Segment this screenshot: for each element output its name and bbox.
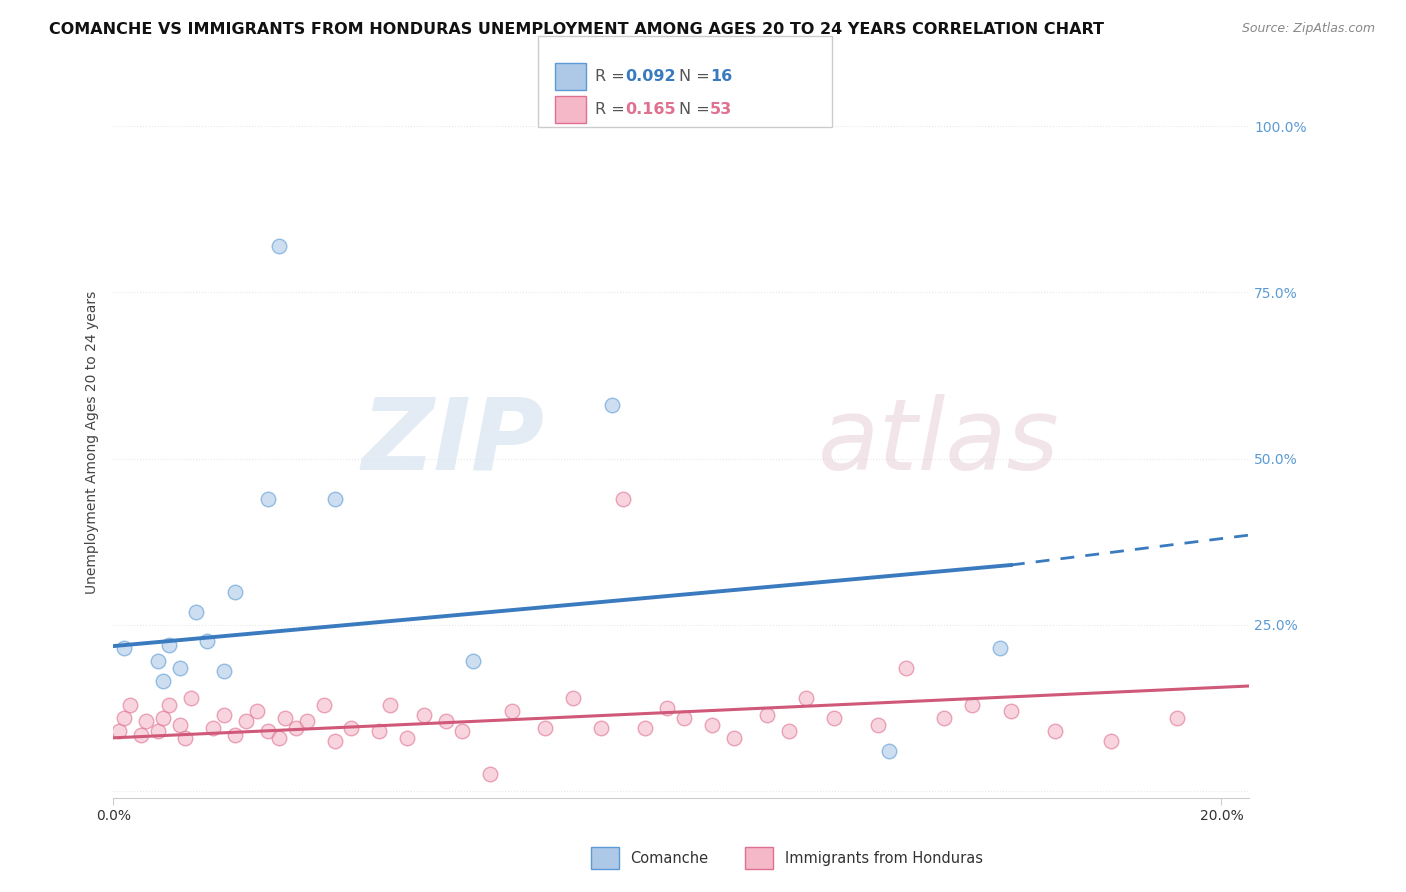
Point [180,690,202,705]
Point [534,721,557,735]
Point [634,721,657,735]
Text: Immigrants from Honduras: Immigrants from Honduras [785,851,983,865]
Point [1166,711,1188,725]
Point [463,654,485,668]
Point [340,721,363,735]
Point [274,711,297,725]
Point [269,239,291,253]
Point [146,724,169,739]
Point [589,721,612,735]
Point [212,707,235,722]
Point [479,767,502,781]
Point [146,654,169,668]
Y-axis label: Unemployment Among Ages 20 to 24 years: Unemployment Among Ages 20 to 24 years [86,291,100,594]
Point [201,721,224,735]
Point [212,665,235,679]
Point [778,724,800,739]
Point [823,711,845,725]
Point [169,717,191,731]
Point [395,731,418,745]
Point [135,714,157,729]
Point [235,714,257,729]
Text: N =: N = [679,102,716,117]
Point [157,698,180,712]
Point [756,707,779,722]
Point [380,698,402,712]
Point [562,690,585,705]
Point [295,714,318,729]
Point [224,727,246,741]
Point [112,711,135,725]
Point [600,399,623,413]
Point [1000,704,1022,718]
Text: ZIP: ZIP [361,393,546,491]
Point [323,734,346,748]
Text: Comanche: Comanche [630,851,709,865]
Text: R =: R = [595,102,630,117]
Point [434,714,457,729]
Point [152,674,174,689]
Point [501,704,523,718]
Point [257,724,280,739]
Point [451,724,474,739]
Point [657,701,679,715]
Point [169,661,191,675]
Point [794,690,817,705]
Text: 0.165: 0.165 [626,102,676,117]
Point [934,711,956,725]
Point [224,584,246,599]
Point [877,744,900,758]
Point [269,731,291,745]
Text: 53: 53 [710,102,733,117]
Point [107,724,129,739]
Point [285,721,308,735]
Point [323,491,346,506]
Point [152,711,174,725]
Text: R =: R = [595,70,630,85]
Point [723,731,745,745]
Text: atlas: atlas [817,393,1059,491]
Point [866,717,889,731]
Point [1099,734,1122,748]
Point [312,698,335,712]
Point [257,491,280,506]
Text: 16: 16 [710,70,733,85]
Point [988,641,1011,656]
Point [174,731,197,745]
Point [1045,724,1067,739]
Text: Source: ZipAtlas.com: Source: ZipAtlas.com [1241,22,1375,36]
Point [186,605,208,619]
Point [112,641,135,656]
Point [672,711,695,725]
Point [412,707,434,722]
Point [246,704,269,718]
Text: N =: N = [679,70,716,85]
Point [612,491,634,506]
Point [700,717,723,731]
Point [197,634,219,648]
Point [129,727,152,741]
Point [368,724,391,739]
Point [118,698,141,712]
Point [894,661,917,675]
Text: COMANCHE VS IMMIGRANTS FROM HONDURAS UNEMPLOYMENT AMONG AGES 20 TO 24 YEARS CORR: COMANCHE VS IMMIGRANTS FROM HONDURAS UNE… [49,22,1104,37]
Text: 0.092: 0.092 [626,70,676,85]
Point [157,638,180,652]
Point [960,698,983,712]
